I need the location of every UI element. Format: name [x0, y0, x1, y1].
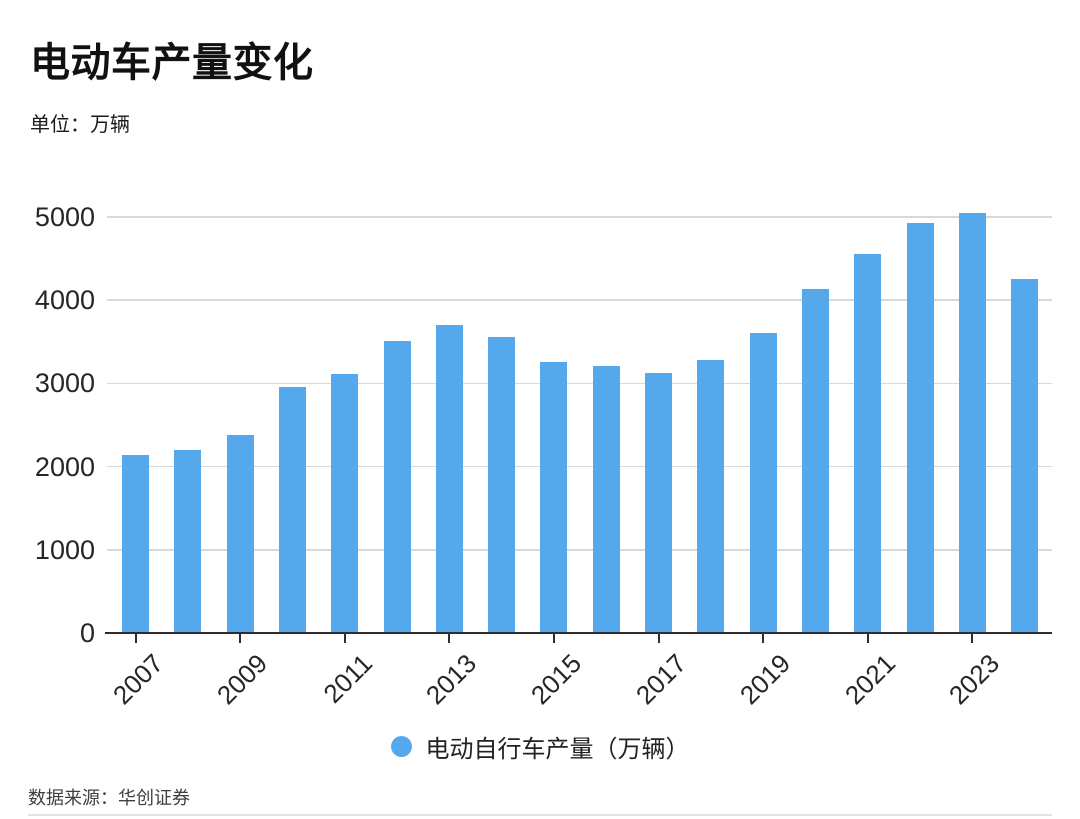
- gridline-1000: [107, 549, 1052, 551]
- bar-2013: [435, 325, 463, 633]
- bar-2010: [278, 387, 306, 633]
- legend-series-label: 电动自行车产量（万辆）: [425, 736, 690, 763]
- x-tick-2011: [343, 634, 346, 643]
- y-axis-label-0: 0: [79, 618, 95, 648]
- bar-2020: [801, 288, 829, 633]
- x-tick-2015: [552, 634, 555, 643]
- bar-2024: [1011, 279, 1039, 633]
- x-axis-label-2017: 2017: [629, 648, 692, 711]
- x-axis-line: [105, 631, 1052, 634]
- y-axis-label-1000: 1000: [34, 534, 95, 565]
- bar-2015: [540, 361, 568, 633]
- bar-2023: [958, 213, 986, 633]
- chart-title: 电动车产量变化: [30, 41, 314, 85]
- x-axis-label-2007: 2007: [106, 648, 169, 711]
- bar-2014: [488, 337, 516, 633]
- legend-swatch-icon: [390, 736, 412, 757]
- footer-divider: [28, 814, 1052, 816]
- x-axis-label-2011: 2011: [317, 648, 378, 709]
- gridline-5000: [107, 216, 1052, 218]
- y-axis-label-5000: 5000: [34, 202, 95, 232]
- bar-2021: [854, 254, 882, 633]
- bar-2009: [226, 435, 254, 633]
- x-tick-2009: [239, 634, 242, 643]
- bar-2019: [749, 332, 777, 633]
- data-source-note: 数据来源：华创证券: [28, 788, 190, 808]
- bar-2011: [331, 374, 359, 633]
- x-tick-2019: [762, 634, 765, 643]
- y-axis-label-4000: 4000: [34, 285, 95, 316]
- bar-2007: [122, 454, 149, 633]
- gridline-3000: [107, 382, 1052, 385]
- x-axis-label-2021: 2021: [838, 648, 901, 711]
- x-tick-2007: [134, 634, 137, 643]
- bar-2012: [383, 340, 411, 633]
- x-axis-label-2019: 2019: [734, 648, 797, 711]
- chart-unit-label: 单位：万辆: [30, 114, 130, 136]
- x-axis-label-2009: 2009: [211, 648, 274, 711]
- x-tick-2017: [657, 634, 660, 643]
- x-axis-label-2013: 2013: [420, 648, 483, 711]
- x-axis-label-2023: 2023: [943, 648, 1006, 711]
- gridline-2000: [107, 465, 1052, 468]
- y-axis-label-2000: 2000: [34, 451, 95, 482]
- bar-2016: [592, 365, 620, 633]
- gridline-4000: [107, 299, 1052, 301]
- bar-2022: [906, 223, 934, 633]
- x-tick-2013: [448, 634, 451, 643]
- x-tick-2023: [971, 634, 974, 643]
- bar-2017: [645, 373, 672, 633]
- chart-legend: 电动自行车产量（万辆）: [0, 729, 1080, 764]
- bar-2008: [174, 450, 202, 633]
- x-tick-2021: [866, 634, 869, 643]
- bar-2018: [697, 360, 725, 633]
- y-axis-label-3000: 3000: [34, 368, 95, 399]
- x-axis-label-2015: 2015: [525, 648, 588, 711]
